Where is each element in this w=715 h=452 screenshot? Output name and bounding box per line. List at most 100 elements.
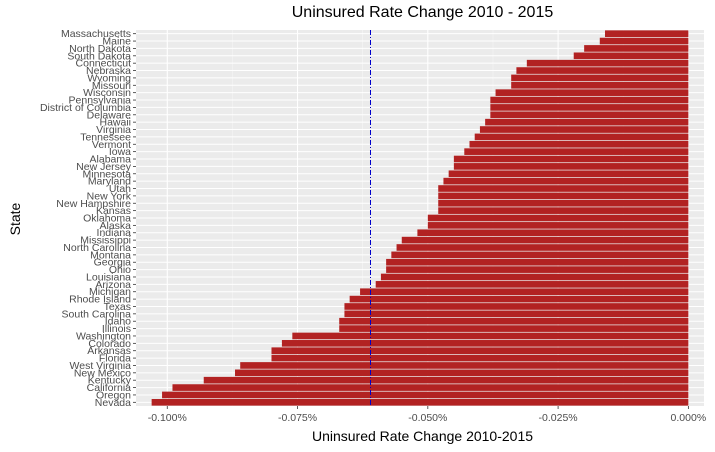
x-tick-label: -0.075%	[278, 412, 317, 424]
bar-west-virginia	[240, 362, 689, 369]
y-tick-label: Michigan	[89, 286, 131, 298]
bar-north-dakota	[584, 45, 689, 52]
y-tick-label: Wyoming	[87, 72, 131, 84]
bar-michigan	[360, 288, 689, 296]
y-tick-label: Georgia	[94, 257, 132, 269]
y-tick-label: Colorado	[88, 338, 131, 350]
y-tick-label: Missouri	[92, 80, 131, 92]
x-tick-label: -0.050%	[408, 412, 447, 424]
bar-hawaii	[485, 118, 689, 126]
y-tick-label: Oklahoma	[83, 213, 131, 225]
y-tick-label: Kansas	[96, 205, 131, 217]
y-tick-label: Tennessee	[80, 131, 131, 143]
y-tick-label: North Dakota	[69, 43, 131, 55]
y-tick-label: Oregon	[96, 389, 131, 401]
y-tick-label: New Jersey	[76, 161, 132, 173]
bar-washington	[292, 332, 689, 340]
y-tick-label: Montana	[90, 249, 131, 261]
bar-arkansas	[271, 347, 689, 355]
bar-nevada	[151, 398, 689, 406]
y-tick-label: Louisiana	[86, 271, 131, 283]
y-tick-label: Utah	[109, 183, 131, 195]
bar-montana	[391, 251, 689, 259]
bar-pennsylvania	[490, 96, 689, 104]
bar-new-york	[438, 192, 689, 200]
y-tick-label: Florida	[99, 353, 131, 365]
y-tick-label: Iowa	[109, 146, 131, 158]
bar-north-carolina	[396, 244, 689, 251]
y-tick-label: Illinois	[102, 323, 131, 335]
y-tick-label: Delaware	[87, 109, 132, 121]
bar-alabama	[453, 155, 689, 163]
y-tick-label: Maine	[102, 36, 131, 48]
bar-vermont	[469, 140, 689, 148]
bar-delaware	[490, 111, 689, 119]
y-tick-label: Ohio	[109, 264, 131, 276]
bar-district-of-columbia	[490, 104, 689, 111]
bar-nebraska	[516, 67, 689, 74]
y-tick-label: Idaho	[105, 316, 131, 328]
bar-minnesota	[448, 170, 689, 178]
y-tick-label: Connecticut	[76, 58, 132, 70]
bar-new-hampshire	[438, 199, 689, 207]
y-tick-label: Arkansas	[87, 345, 131, 357]
y-tick-label: Virginia	[96, 124, 131, 136]
y-tick-label: Alaska	[99, 220, 131, 232]
bar-arizona	[375, 281, 689, 288]
y-tick-label: Nevada	[95, 397, 131, 409]
bar-florida	[271, 354, 689, 362]
bar-south-carolina	[344, 310, 689, 318]
bar-new-mexico	[235, 369, 689, 377]
y-tick-label: New York	[87, 190, 132, 202]
bar-missouri	[511, 81, 689, 89]
y-tick-label: North Carolina	[63, 242, 131, 254]
y-tick-label: New Hampshire	[56, 198, 131, 210]
bar-maine	[599, 37, 689, 45]
bar-texas	[344, 303, 689, 310]
bar-ohio	[386, 266, 689, 273]
y-tick-label: South Dakota	[67, 50, 131, 62]
y-tick-label: Texas	[104, 301, 131, 313]
y-tick-label: Minnesota	[83, 168, 132, 180]
y-tick-label: Mississippi	[80, 235, 131, 247]
bar-kansas	[438, 207, 689, 214]
y-tick-label: Alabama	[90, 154, 132, 166]
y-tick-label: New Mexico	[74, 367, 131, 379]
bar-illinois	[339, 325, 689, 332]
bar-wyoming	[511, 74, 689, 82]
bar-massachusetts	[604, 30, 689, 38]
bar-oregon	[162, 391, 689, 399]
y-tick-label: Arizona	[95, 279, 131, 291]
bar-new-jersey	[453, 163, 689, 170]
x-tick-label: -0.025%	[539, 412, 578, 424]
y-tick-label: Indiana	[97, 227, 132, 239]
bar-alaska	[427, 222, 689, 229]
y-tick-label: District of Columbia	[40, 102, 131, 114]
bar-indiana	[417, 229, 689, 237]
bar-virginia	[479, 126, 689, 133]
bar-colorado	[281, 340, 689, 347]
bar-idaho	[339, 317, 689, 325]
bar-utah	[438, 185, 689, 192]
bar-oklahoma	[427, 214, 689, 222]
y-tick-label: Vermont	[92, 139, 131, 151]
y-tick-label: South Carolina	[62, 308, 132, 320]
y-tick-label: Nebraska	[86, 65, 131, 77]
y-tick-label: California	[87, 382, 132, 394]
bar-california	[172, 384, 689, 391]
x-axis-label: Uninsured Rate Change 2010-2015	[311, 428, 534, 444]
y-tick-label: Maryland	[88, 176, 131, 188]
y-tick-label: Hawaii	[99, 117, 131, 129]
bar-louisiana	[380, 273, 689, 281]
y-tick-label: Pennsylvania	[69, 95, 132, 107]
bar-connecticut	[526, 59, 689, 67]
bar-georgia	[386, 258, 689, 266]
bar-maryland	[443, 177, 689, 185]
y-tick-label: Wisconsin	[83, 87, 131, 99]
bar-wisconsin	[495, 89, 689, 96]
y-tick-label: Rhode Island	[69, 294, 131, 306]
chart-title: Uninsured Rate Change 2010 - 2015	[291, 4, 554, 21]
bar-tennessee	[474, 133, 689, 141]
